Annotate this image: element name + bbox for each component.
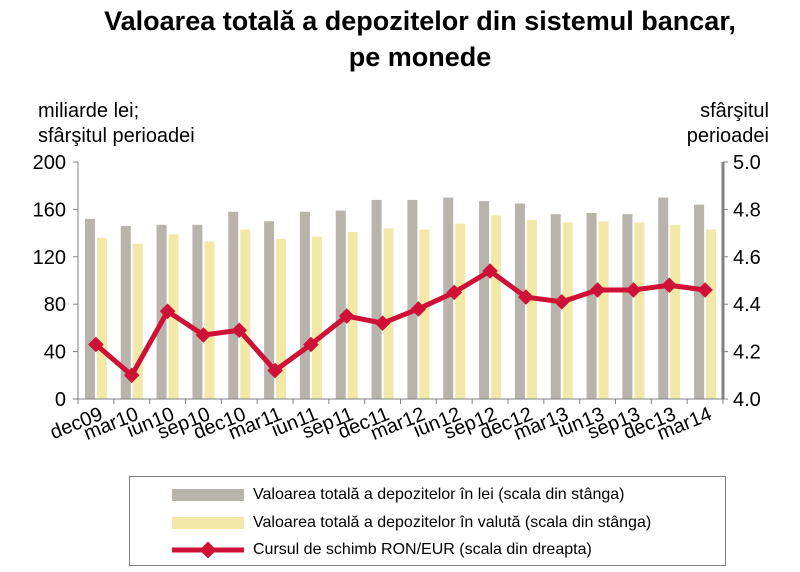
- bar-valuta-dec12: [526, 220, 537, 399]
- left-tick-label: 160: [33, 199, 66, 221]
- bar-valuta-iun13: [598, 221, 609, 399]
- bar-valuta-mar12: [419, 229, 430, 399]
- right-tick-label: 4.2: [733, 342, 761, 364]
- legend-item-rate: Cursul de schimb RON/EUR (scala din drea…: [130, 539, 725, 561]
- chart-title-line1: Valoarea totală a depozitelor din sistem…: [104, 6, 736, 36]
- bar-lei-iun12: [443, 197, 454, 399]
- left-axis-unit-line1: miliarde lei;: [38, 100, 140, 122]
- bar-lei-mar11: [264, 221, 275, 399]
- bar-valuta-mar13: [562, 222, 573, 399]
- chart-plot: 040801201602004.04.24.44.64.85.0dec09mar…: [33, 152, 761, 445]
- right-tick-label: 4.8: [733, 199, 761, 221]
- bar-valuta-sep13: [634, 222, 645, 399]
- bar-valuta-dec10: [240, 229, 251, 399]
- bar-lei-sep11: [335, 210, 346, 399]
- legend-item-lei: Valoarea totală a depozitelor în lei (sc…: [130, 484, 725, 506]
- legend-item-valuta: Valoarea totală a depozitelor în valută …: [130, 512, 725, 534]
- legend-swatch-lei: [172, 489, 244, 501]
- bar-valuta-dec09: [96, 237, 107, 399]
- bar-lei-dec09: [84, 218, 95, 399]
- bar-lei-sep10: [192, 224, 203, 399]
- bar-lei-iun11: [299, 211, 310, 399]
- bar-valuta-mar10: [132, 243, 143, 399]
- right-axis-unit-line2: perioadei: [686, 125, 769, 147]
- bar-lei-dec10: [228, 211, 239, 399]
- chart-title-line2: pe monede: [348, 42, 492, 72]
- bar-valuta-iun11: [311, 236, 322, 399]
- chart-legend: Valoarea totală a depozitelor în lei (sc…: [129, 476, 726, 566]
- rate-marker-sep10: [195, 327, 212, 343]
- bar-valuta-mar11: [276, 239, 287, 399]
- bar-lei-mar13: [550, 214, 561, 399]
- rate-marker-iun10: [159, 303, 176, 320]
- bar-lei-mar12: [407, 199, 418, 399]
- legend-swatch-rate: [172, 541, 244, 559]
- left-axis-unit-line2: sfârşitul perioadei: [38, 125, 195, 147]
- bar-valuta-sep10: [204, 241, 215, 399]
- bar-valuta-iun12: [455, 223, 466, 399]
- bar-lei-dec11: [371, 199, 382, 399]
- bar-lei-dec13: [658, 197, 669, 399]
- rate-marker-dec10: [231, 322, 248, 339]
- left-tick-label: 40: [44, 342, 66, 364]
- left-tick-label: 0: [55, 389, 66, 411]
- bar-lei-dec12: [514, 203, 525, 399]
- bar-lei-iun13: [586, 212, 597, 399]
- right-axis-unit-line1: sfârşitul: [700, 100, 769, 122]
- bar-lei-sep12: [479, 201, 490, 399]
- bar-lei-mar14: [694, 204, 705, 399]
- bar-valuta-dec13: [670, 224, 681, 399]
- legend-swatch-valuta: [172, 517, 244, 529]
- bar-lei-sep13: [622, 214, 633, 399]
- bar-valuta-sep12: [491, 215, 502, 399]
- right-tick-label: 4.4: [733, 294, 761, 316]
- left-tick-label: 200: [33, 152, 66, 174]
- left-axis-unit: miliarde lei; sfârşitul perioadei: [38, 99, 195, 149]
- bar-lei-mar10: [120, 225, 131, 399]
- bar-valuta-mar14: [706, 229, 717, 399]
- right-axis-unit: sfârşitul perioadei: [687, 99, 769, 149]
- right-tick-label: 4.6: [733, 247, 761, 269]
- legend-label-rate: Cursul de schimb RON/EUR (scala din drea…: [253, 541, 592, 558]
- legend-label-lei: Valoarea totală a depozitelor în lei (sc…: [253, 486, 625, 503]
- left-tick-label: 80: [44, 294, 66, 316]
- legend-label-valuta: Valoarea totală a depozitelor în valută …: [253, 514, 652, 531]
- right-tick-label: 4.0: [733, 389, 761, 411]
- bar-valuta-dec11: [383, 228, 394, 399]
- left-tick-label: 120: [33, 247, 66, 269]
- rate-line: [94, 268, 706, 378]
- right-tick-label: 5.0: [733, 152, 761, 174]
